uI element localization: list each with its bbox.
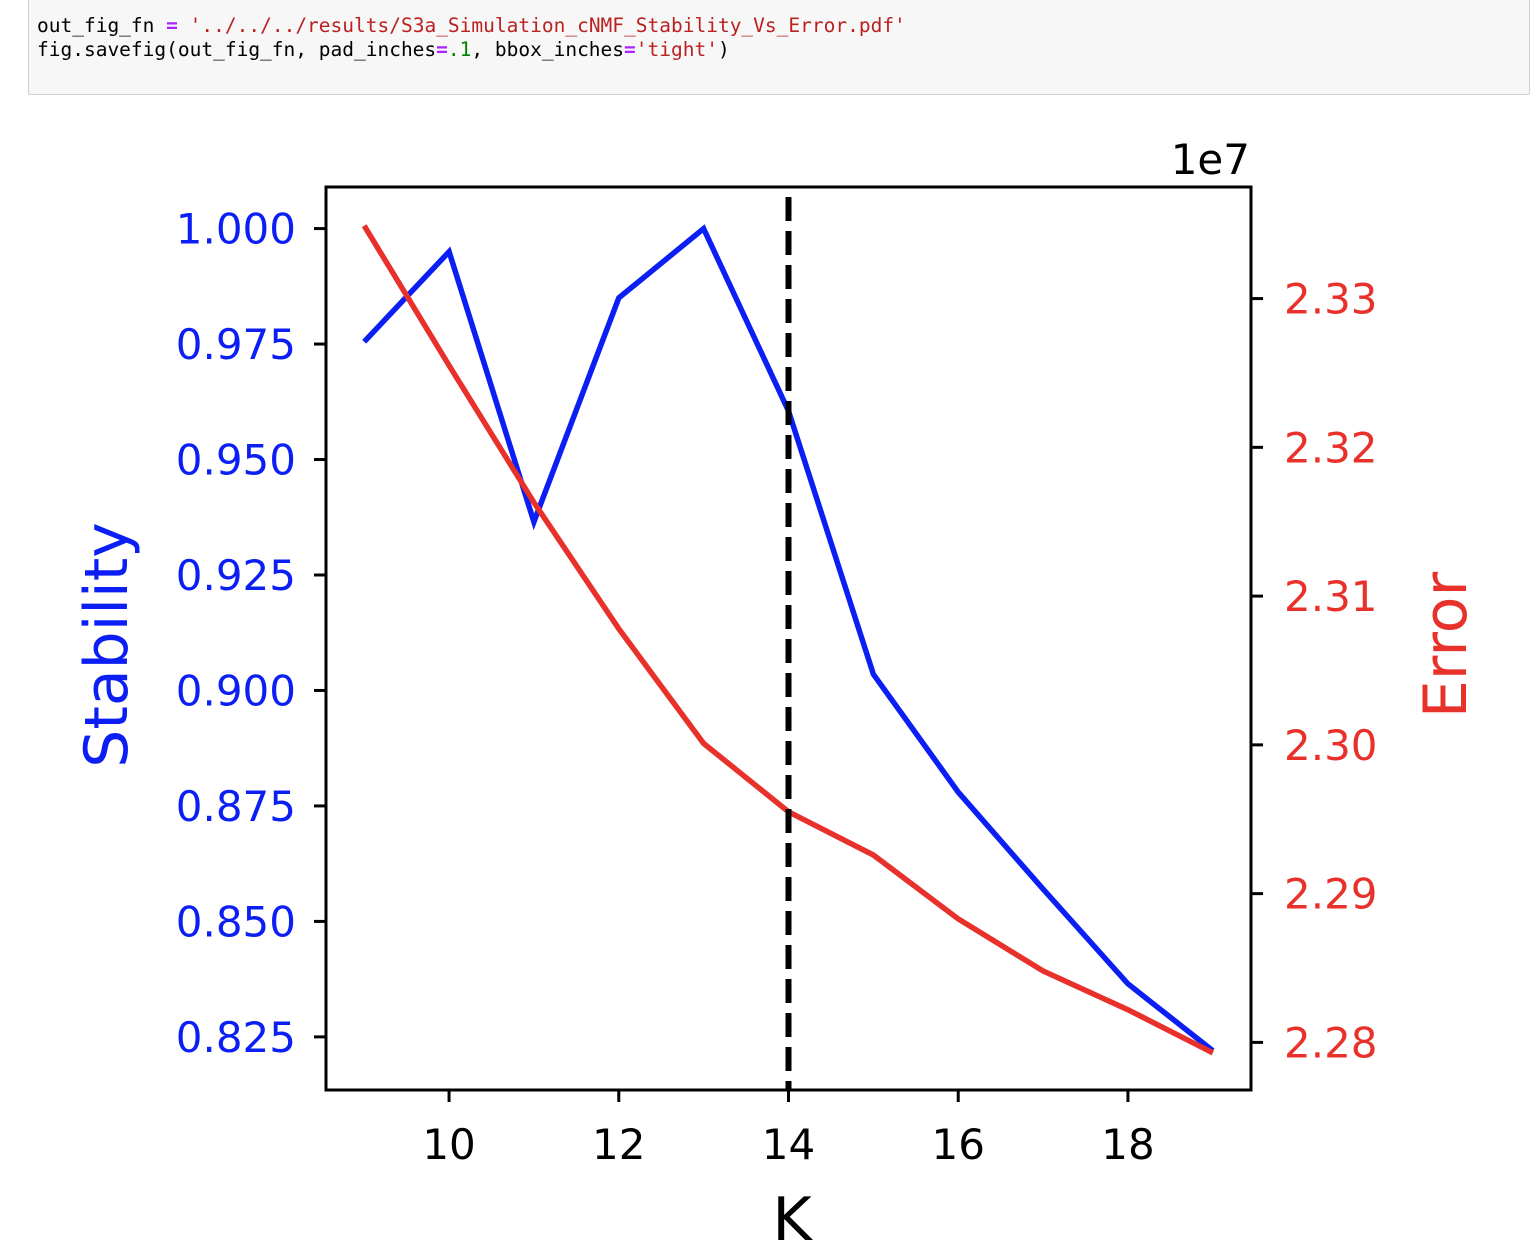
code-call: fig.savefig(out_fig_fn, pad_inches (37, 38, 437, 61)
code-string: 'tight' (635, 38, 718, 61)
code-operator: = (436, 38, 448, 61)
right-axis-label: Error (1411, 572, 1481, 719)
plot-frame (324, 185, 1253, 1092)
left-tick-label: 0.925 (176, 551, 296, 600)
left-tick-label: 0.975 (176, 320, 296, 369)
code-operator: = (624, 38, 636, 61)
left-tick-label: 0.825 (176, 1013, 296, 1062)
left-tick-label: 0.900 (176, 666, 296, 715)
right-tick-label: 2.30 (1284, 721, 1378, 770)
left-axis-label: Stability (72, 522, 142, 768)
left-tick-label: 0.875 (176, 782, 296, 831)
code-number: .1 (447, 38, 472, 61)
right-tick-label: 2.28 (1284, 1018, 1378, 1067)
right-axis-ticks: 2.28 2.29 2.30 2.31 2.32 2.33 (1251, 275, 1378, 1067)
x-tick-label: 18 (1101, 1120, 1154, 1169)
code-cell[interactable]: out_fig_fn = '../../../results/S3a_Simul… (28, 0, 1530, 95)
code-var: out_fig_fn (37, 14, 155, 37)
code-line-1: out_fig_fn = '../../../results/S3a_Simul… (37, 16, 906, 36)
code-operator: = (166, 14, 178, 37)
code-string: '../../../results/S3a_Simulation_cNMF_St… (189, 14, 906, 37)
right-tick-label: 2.31 (1284, 572, 1378, 621)
x-tick-label: 14 (762, 1120, 815, 1169)
left-axis-ticks: 0.825 0.850 0.875 0.900 0.925 0.950 0.975 1.000 (176, 205, 326, 1062)
left-tick-label: 0.950 (176, 436, 296, 485)
right-tick-label: 2.32 (1284, 423, 1378, 472)
code-call-close: ) (717, 38, 730, 61)
right-tick-label: 2.33 (1284, 275, 1378, 324)
left-tick-label: 0.850 (176, 897, 296, 946)
left-tick-label: 1.000 (176, 205, 296, 254)
right-tick-label: 2.29 (1284, 870, 1378, 919)
x-axis-ticks: 10 12 14 16 18 (422, 1090, 1155, 1169)
right-axis-offset-text: 1e7 (1171, 135, 1250, 184)
x-tick-label: 10 (422, 1120, 475, 1169)
plot-lines (361, 197, 1215, 1090)
code-call-mid: , bbox_inches (471, 38, 625, 61)
x-axis-label: K (772, 1185, 813, 1252)
code-line-2: fig.savefig(out_fig_fn, pad_inches=.1, b… (37, 40, 730, 60)
x-tick-label: 12 (592, 1120, 645, 1169)
x-tick-label: 16 (931, 1120, 984, 1169)
